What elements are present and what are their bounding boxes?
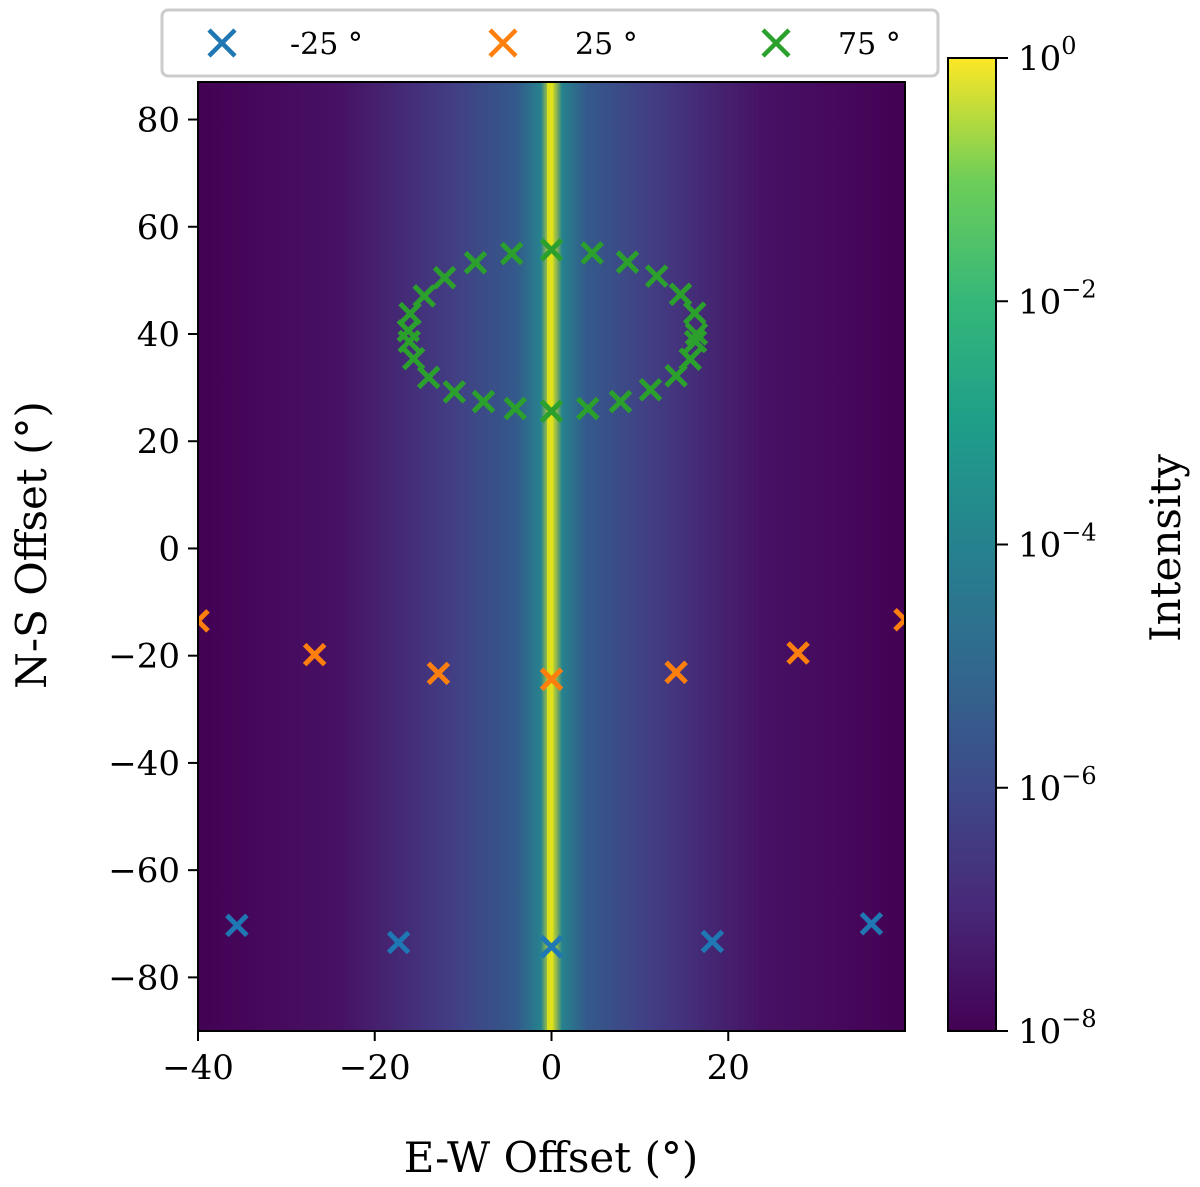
marker-point	[664, 660, 688, 685]
marker-point	[664, 364, 688, 388]
marker-point	[539, 399, 564, 423]
marker-point	[580, 241, 604, 265]
x-axis-label: E-W Offset (°)	[404, 1133, 699, 1182]
x-tick-label: 20	[707, 1048, 750, 1088]
y-ticks: −80 −60 −40 −20 0 20 40 60 80	[108, 101, 198, 998]
marker-point	[786, 641, 810, 665]
colorbar-tick-label: 10−8	[1018, 1005, 1097, 1052]
colorbar-tick-label: 10−4	[1018, 519, 1097, 566]
colorbar-tick-label: 100	[1018, 32, 1077, 79]
colorbar-fill	[948, 58, 996, 1031]
y-tick-label: −80	[108, 958, 180, 998]
x-tick-label: −20	[339, 1048, 411, 1088]
legend-marker	[207, 28, 237, 58]
legend-label: 75 °	[838, 27, 901, 62]
marker-point	[575, 396, 600, 421]
marker-point	[683, 329, 708, 354]
scatter-markers	[198, 238, 905, 959]
marker-point	[442, 380, 467, 404]
y-axis-label: N-S Offset (°)	[7, 401, 56, 689]
marker-point	[386, 930, 411, 955]
colorbar-label: Intensity	[1141, 454, 1190, 642]
legend-label: 25 °	[575, 27, 638, 62]
marker-point	[416, 365, 441, 390]
heatmap-central-ridge	[547, 82, 553, 1031]
marker-point	[401, 346, 426, 371]
colorbar-tick-label: 10−6	[1018, 762, 1097, 809]
y-tick-label: 0	[158, 529, 180, 569]
marker-point	[684, 322, 709, 346]
marker-point	[539, 935, 564, 959]
legend-marker	[761, 28, 791, 58]
marker-point	[638, 377, 663, 402]
marker-point	[198, 609, 210, 633]
marker-point	[302, 642, 327, 667]
legend: -25 ° 25 ° 75 °	[160, 8, 940, 78]
marker-point	[893, 607, 905, 632]
marker-point	[463, 250, 488, 275]
legend-items: -25 ° 25 ° 75 °	[207, 27, 901, 62]
y-tick-label: 80	[137, 101, 180, 141]
marker-point	[412, 284, 437, 308]
marker-point	[608, 389, 633, 414]
marker-point	[503, 396, 528, 421]
y-tick-label: −40	[108, 744, 180, 784]
y-tick-label: 60	[137, 208, 180, 248]
marker-point	[682, 301, 707, 325]
marker-point	[700, 929, 725, 954]
marker-point	[668, 282, 693, 307]
marker-point	[225, 913, 249, 938]
y-tick-label: −20	[108, 637, 180, 677]
marker-point	[499, 241, 524, 266]
colorbar-tick-label: 10−2	[1018, 275, 1097, 322]
marker-point	[859, 912, 884, 936]
heatmap	[198, 82, 905, 1031]
legend-marker	[488, 28, 518, 58]
marker-point	[615, 250, 640, 274]
y-tick-label: 40	[137, 315, 180, 355]
marker-point	[644, 264, 669, 288]
legend-label: -25 °	[290, 27, 363, 62]
marker-point	[539, 667, 564, 692]
marker-point	[539, 238, 564, 262]
marker-point	[432, 265, 457, 290]
marker-point	[426, 661, 451, 686]
y-tick-label: −60	[108, 851, 180, 891]
colorbar: 100 10−2 10−4 10−6 10−8 Intensity	[947, 32, 1190, 1052]
colorbar-ticks: 100 10−2 10−4 10−6 10−8	[996, 32, 1097, 1052]
marker-point	[471, 389, 496, 414]
marker-point	[398, 301, 422, 326]
x-tick-label: 0	[541, 1048, 563, 1088]
x-tick-label: −40	[162, 1048, 234, 1088]
x-ticks: −40 −20 0 20	[162, 1031, 750, 1088]
legend-box	[160, 8, 940, 78]
y-tick-label: 20	[137, 422, 180, 462]
